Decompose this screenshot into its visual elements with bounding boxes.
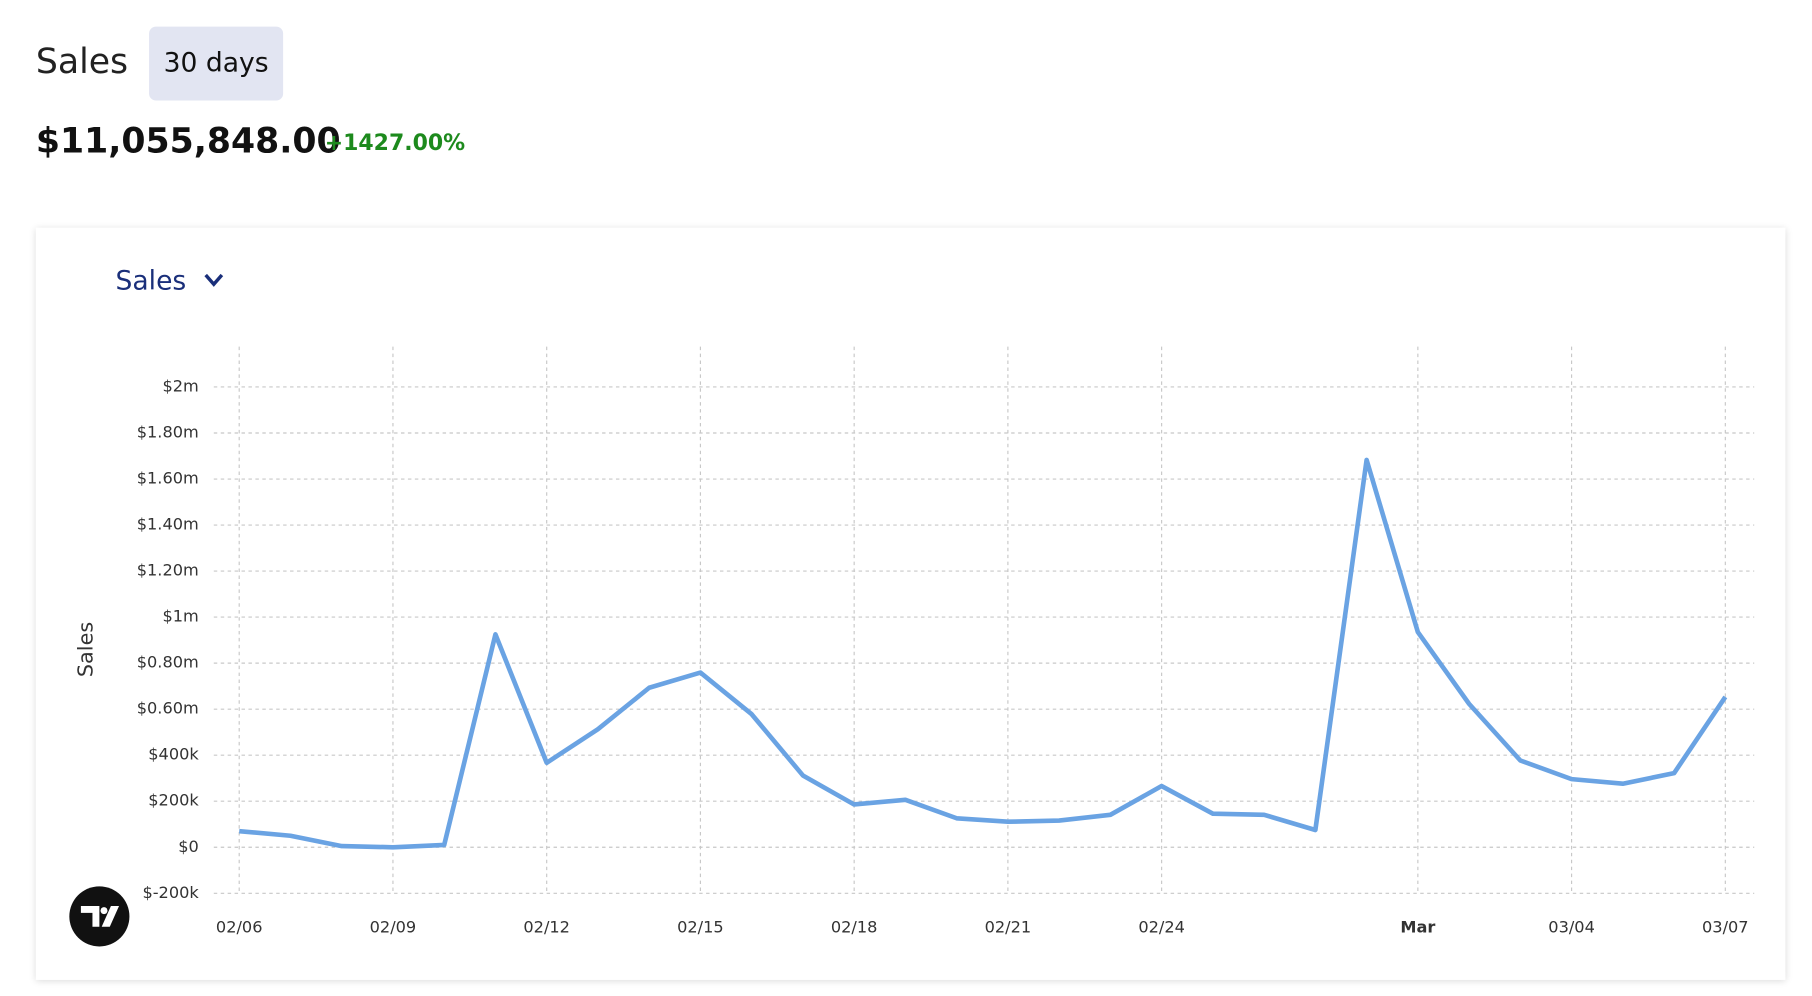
y-tick-label: $400k [148,745,199,764]
total-value: $11,055,848.00 [35,121,341,162]
x-tick-label: 02/12 [523,917,570,936]
y-tick-label: $0 [178,837,199,856]
y-tick-label: $0.80m [137,653,199,672]
x-tick-label: 02/09 [370,917,417,936]
x-tick-label: 03/04 [1548,917,1595,936]
y-tick-label: $-200k [142,883,199,902]
x-tick-label: 02/18 [831,917,878,936]
change-value: +1427.00% [324,130,466,157]
dropdown-chevron[interactable] [204,273,224,287]
x-tick-label: 02/24 [1138,917,1185,936]
x-tick-label: Mar [1400,917,1435,936]
logo-mark [80,905,120,927]
y-tick-label: $1.80m [137,422,199,441]
logo-dot [100,907,108,915]
x-tick-label: 02/06 [216,917,263,936]
page-title: Sales [35,41,129,83]
y-tick-label: $1.20m [137,561,199,580]
x-tick-label: 03/07 [1702,917,1749,936]
y-axis-label: Sales [74,622,98,677]
chart-card [35,227,1786,980]
y-tick-label: $0.60m [137,699,199,718]
x-tick-label: 02/15 [677,917,724,936]
y-tick-label: $200k [148,791,199,810]
y-tick-label: $1.40m [137,515,199,534]
y-tick-label: $1m [162,607,198,626]
sales-line [239,457,1728,850]
x-tick-label: 02/21 [985,917,1032,936]
y-tick-label: $2m [162,376,198,395]
y-tick-label: $1.60m [137,469,199,488]
range-button[interactable]: 30 days [149,26,284,101]
series-dropdown[interactable]: Sales [116,265,187,296]
